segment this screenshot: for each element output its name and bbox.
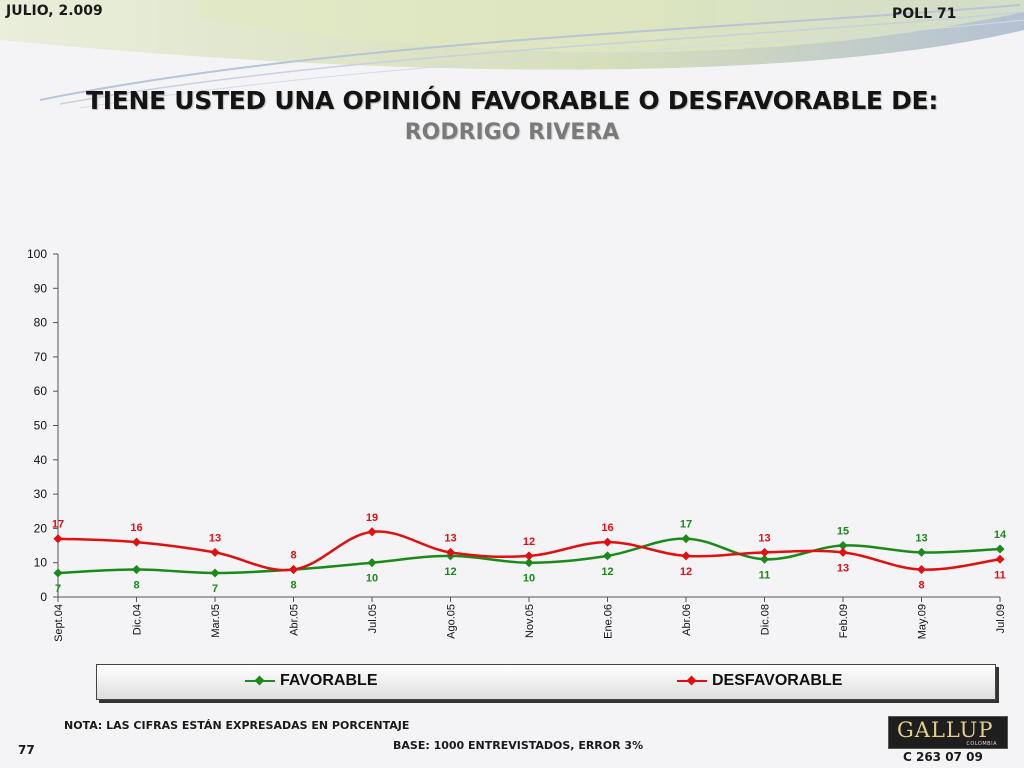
- data-label-desfavorable: 11: [994, 569, 1006, 581]
- data-point-desfavorable: [916, 565, 927, 575]
- data-point-desfavorable: [995, 554, 1005, 564]
- y-tick-label: 0: [40, 590, 47, 604]
- data-point-desfavorable: [367, 527, 377, 537]
- data-label-favorable: 12: [601, 566, 613, 578]
- data-label-favorable: 7: [55, 583, 61, 595]
- data-label-favorable: 12: [444, 566, 456, 578]
- x-tick-label: Jul.09: [995, 604, 1007, 633]
- x-tick-label: Abr.06: [681, 604, 693, 636]
- document-code: C 263 07 09: [903, 750, 983, 764]
- data-point-desfavorable: [759, 547, 770, 557]
- data-label-favorable: 10: [366, 573, 378, 585]
- data-point-favorable: [210, 568, 220, 578]
- x-tick-label: Ago.05: [446, 604, 458, 639]
- date-label: JULIO, 2.009: [6, 3, 103, 19]
- data-point-desfavorable: [602, 537, 613, 547]
- x-tick-label: Ene.06: [603, 604, 615, 639]
- data-label-desfavorable: 16: [601, 522, 613, 534]
- data-label-desfavorable: 8: [918, 580, 924, 592]
- data-point-favorable: [681, 534, 691, 544]
- logo-text: GALLUP: [897, 718, 994, 742]
- legend-label-favorable: FAVORABLE: [280, 672, 378, 689]
- data-label-favorable: 11: [759, 569, 771, 581]
- data-label-favorable: 10: [523, 573, 535, 585]
- y-tick-label: 90: [34, 281, 48, 295]
- x-tick-label: Dic.08: [760, 604, 772, 635]
- logo-subtext: COLOMBIA: [966, 741, 997, 747]
- data-label-favorable: 17: [680, 519, 692, 531]
- data-label-desfavorable: 8: [290, 550, 296, 562]
- data-point-desfavorable: [53, 534, 63, 544]
- data-point-favorable: [995, 544, 1005, 554]
- chart-legend: FAVORABLE DESFAVORABLE: [96, 664, 996, 700]
- data-label-favorable: 8: [290, 580, 296, 592]
- page-number: 77: [18, 743, 35, 757]
- x-tick-label: Feb.09: [838, 604, 850, 638]
- data-label-favorable: 14: [994, 529, 1007, 541]
- y-tick-label: 40: [34, 453, 48, 467]
- legend-swatch-favorable: [245, 675, 275, 686]
- y-tick-label: 60: [34, 384, 48, 398]
- x-tick-label: Dic.04: [132, 604, 144, 635]
- data-label-favorable: 7: [212, 583, 218, 595]
- base-note: BASE: 1000 ENTREVISTADOS, ERROR 3%: [393, 739, 644, 752]
- line-chart: 0 10 20 30 40 50 60 70 80 90 100 Sept.04 Dic.04 Mar.0…: [27, 247, 1007, 642]
- data-point-favorable: [53, 568, 63, 578]
- data-point-desfavorable: [524, 551, 534, 561]
- x-tick-label: Sept.04: [53, 604, 65, 642]
- data-point-desfavorable: [210, 547, 220, 557]
- y-tick-label: 80: [34, 316, 48, 330]
- gallup-logo: GALLUP COLOMBIA: [888, 716, 1008, 749]
- data-point-favorable: [131, 565, 142, 575]
- y-tick-label: 100: [27, 247, 47, 261]
- y-tick-label: 30: [34, 487, 48, 501]
- chart-title: TIENE USTED UNA OPINIÓN FAVORABLE O DESF…: [85, 86, 939, 115]
- data-point-desfavorable: [131, 537, 142, 547]
- data-point-favorable: [838, 541, 848, 551]
- data-point-desfavorable: [288, 565, 299, 575]
- data-label-favorable: 13: [915, 532, 927, 544]
- data-label-desfavorable: 17: [52, 519, 64, 531]
- data-point-desfavorable: [838, 547, 848, 557]
- y-tick-label: 70: [34, 350, 48, 364]
- legend-item-desfavorable: DESFAVORABLE: [677, 672, 842, 690]
- data-label-desfavorable: 12: [680, 566, 692, 578]
- data-label-desfavorable: 13: [837, 562, 849, 574]
- data-point-favorable: [524, 558, 534, 568]
- x-tick-label: Abr.05: [289, 604, 301, 636]
- y-tick-label: 10: [34, 556, 48, 570]
- x-tick-label: Nov.05: [524, 604, 536, 638]
- y-tick-label: 50: [34, 419, 48, 433]
- data-point-desfavorable: [681, 551, 691, 561]
- data-label-desfavorable: 19: [366, 512, 378, 524]
- chart-subtitle: RODRIGO RIVERA: [404, 120, 620, 145]
- legend-item-favorable: FAVORABLE: [245, 672, 377, 690]
- legend-swatch-desfavorable: [677, 675, 707, 686]
- data-label-desfavorable: 13: [209, 532, 221, 544]
- x-tick-label: Jul.05: [367, 604, 379, 633]
- data-label-desfavorable: 16: [130, 522, 142, 534]
- x-tick-label: Mar.05: [210, 604, 222, 638]
- data-point-desfavorable: [445, 547, 456, 557]
- y-tick-label: 20: [34, 521, 48, 535]
- data-label-favorable: 15: [837, 526, 849, 538]
- data-label-desfavorable: 12: [523, 536, 535, 548]
- data-label-favorable: 8: [133, 580, 139, 592]
- data-point-favorable: [759, 554, 770, 564]
- header-swoosh-decoration: [0, 0, 1024, 109]
- data-point-favorable: [916, 547, 927, 557]
- poll-label: POLL 71: [892, 6, 957, 22]
- data-label-desfavorable: 13: [758, 532, 770, 544]
- data-point-favorable: [367, 558, 377, 568]
- footnote: NOTA: LAS CIFRAS ESTÁN EXPRESADAS EN POR…: [64, 719, 410, 732]
- data-point-favorable: [602, 551, 613, 561]
- x-tick-label: May.09: [917, 604, 929, 639]
- legend-label-desfavorable: DESFAVORABLE: [712, 672, 843, 689]
- data-label-desfavorable: 13: [444, 532, 456, 544]
